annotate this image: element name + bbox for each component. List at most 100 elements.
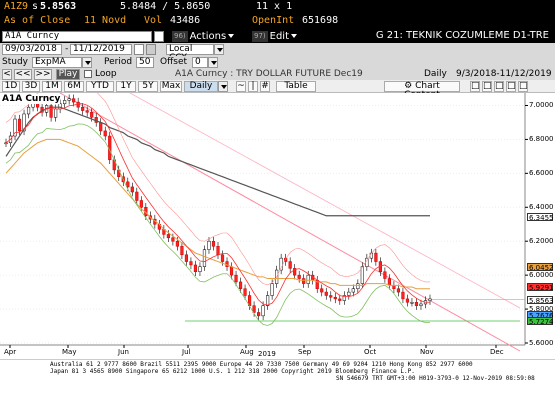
last-prefix: s: [32, 1, 39, 12]
candle-body: [396, 288, 401, 293]
period-6m[interactable]: 6M: [64, 81, 84, 92]
toolbar-icon-5[interactable]: □: [518, 81, 528, 92]
candle-body: [126, 181, 130, 188]
loop-checkbox[interactable]: [84, 70, 92, 78]
table-button[interactable]: Table: [276, 81, 316, 92]
security-input[interactable]: A1A Curncy: [2, 31, 152, 42]
volume-value: 43486: [170, 15, 201, 26]
candle-body: [347, 291, 351, 296]
y-tick-label: 6.4000: [529, 203, 554, 212]
candle-body: [198, 266, 202, 272]
start-date-input[interactable]: 09/03/2018: [2, 44, 62, 55]
candle-body: [302, 278, 306, 284]
period-input[interactable]: 50: [136, 57, 154, 68]
study-label: Study: [2, 57, 28, 67]
candle-body: [90, 112, 94, 118]
currency-select[interactable]: Local CCY: [166, 44, 214, 63]
candle-body: [202, 249, 207, 267]
date-range-bar: 09/03/2018 - 11/12/2019 Local CCY: [0, 43, 555, 63]
x-tick-label: Apr: [4, 348, 17, 356]
period-1d[interactable]: 1D: [2, 81, 20, 92]
ema-short-line: [5, 103, 430, 306]
play-button[interactable]: Play: [56, 69, 80, 80]
chart-content-button[interactable]: ⚙ Chart Content: [384, 81, 460, 100]
security-dropdown-button[interactable]: [154, 31, 164, 42]
y-tick-label: 6.6000: [529, 169, 554, 178]
edit-menu[interactable]: 97) Edit: [252, 31, 298, 42]
candle-body: [392, 285, 396, 289]
candle-body: [270, 283, 274, 296]
sma-200-line: [5, 106, 430, 217]
date-range-label: 9/3/2018-11/12/2019: [456, 69, 552, 79]
candle-body: [220, 254, 225, 262]
calendar-icon[interactable]: [134, 44, 144, 55]
candles: [4, 94, 432, 321]
actions-menu[interactable]: 96) Actions: [172, 31, 235, 42]
candle-chart-icon[interactable]: #: [260, 81, 270, 92]
candle-body: [279, 257, 283, 271]
trade-size: 11 x 1: [256, 1, 293, 12]
toolbar-icon-1[interactable]: □: [470, 81, 480, 92]
candle-body: [419, 303, 423, 306]
frequency-dropdown[interactable]: [218, 81, 228, 92]
offset-input[interactable]: 0: [192, 57, 208, 68]
period-ytd[interactable]: YTD: [86, 81, 114, 92]
end-date-input[interactable]: 11/12/2019: [70, 44, 132, 55]
period-1y[interactable]: 1Y: [116, 81, 136, 92]
frequency-label: Daily: [424, 69, 447, 79]
ema-50-line: [5, 138, 430, 290]
candle-body: [252, 305, 256, 313]
period-max[interactable]: Max: [160, 81, 182, 92]
x-tick-label: Jul: [182, 348, 191, 356]
y-tick-label: 5.8000: [529, 305, 554, 314]
candle-body: [67, 98, 71, 101]
candle-body: [175, 240, 179, 247]
toolbar-icon-4[interactable]: □: [506, 81, 516, 92]
candle-body: [356, 283, 360, 289]
study-dropdown[interactable]: [82, 57, 92, 68]
step-back-button[interactable]: <: [2, 69, 12, 80]
candle-body: [387, 278, 391, 286]
gear-icon: ⚙: [404, 81, 416, 91]
candle-body: [293, 268, 297, 276]
price-chart[interactable]: A1A Curncy Apr May Jun Jul Aug Sep Oct Nov Dec 7…: [0, 82, 555, 359]
period-1m[interactable]: 1M: [42, 81, 62, 92]
line-chart-icon[interactable]: ~: [236, 81, 246, 92]
candle-body: [63, 100, 67, 105]
rewind-button[interactable]: <<: [14, 69, 32, 80]
candle-body: [329, 295, 333, 298]
study-select[interactable]: ExpMA: [32, 57, 82, 68]
range-picker-button[interactable]: [146, 44, 156, 55]
price-tag: 6.0452: [527, 263, 554, 273]
x-tick-label: Aug: [240, 348, 254, 356]
toolbar-icon-3[interactable]: □: [494, 81, 504, 92]
candle-body: [17, 118, 22, 132]
candle-body: [54, 108, 58, 118]
offset-dropdown[interactable]: [208, 57, 218, 68]
candle-body: [49, 105, 53, 118]
chart-legend-title: A1A Curncy: [2, 94, 61, 104]
candle-body: [22, 113, 26, 132]
candle-body: [360, 266, 364, 284]
candle-body: [410, 302, 414, 304]
period-5y[interactable]: 5Y: [138, 81, 158, 92]
candle-body: [338, 298, 342, 301]
chevron-down-icon: [291, 34, 298, 38]
period-toolbar: 1D 3D 1M 6M YTD 1Y 5Y Max Daily ~ | # Ta…: [0, 80, 555, 100]
x-tick-label: Oct: [364, 348, 377, 356]
candle-body: [13, 118, 17, 137]
ticker: A1Z9: [4, 1, 29, 12]
frequency-select[interactable]: Daily: [184, 81, 218, 92]
bar-chart-icon[interactable]: |: [248, 81, 258, 92]
currency-dropdown[interactable]: [214, 44, 224, 55]
candle-body: [180, 246, 184, 256]
fast-forward-button[interactable]: >>: [34, 69, 52, 80]
edit-menu-number: 97): [252, 31, 268, 42]
page-heading: G 21: TEKNIK COZUMLEME D1-TRE: [375, 30, 549, 41]
period-3d[interactable]: 3D: [22, 81, 40, 92]
period-label: Period: [104, 57, 133, 67]
candle-body: [261, 305, 265, 317]
toolbar-icon-2[interactable]: □: [482, 81, 492, 92]
candle-body: [405, 298, 410, 303]
open-interest-label: OpenInt: [252, 15, 295, 26]
